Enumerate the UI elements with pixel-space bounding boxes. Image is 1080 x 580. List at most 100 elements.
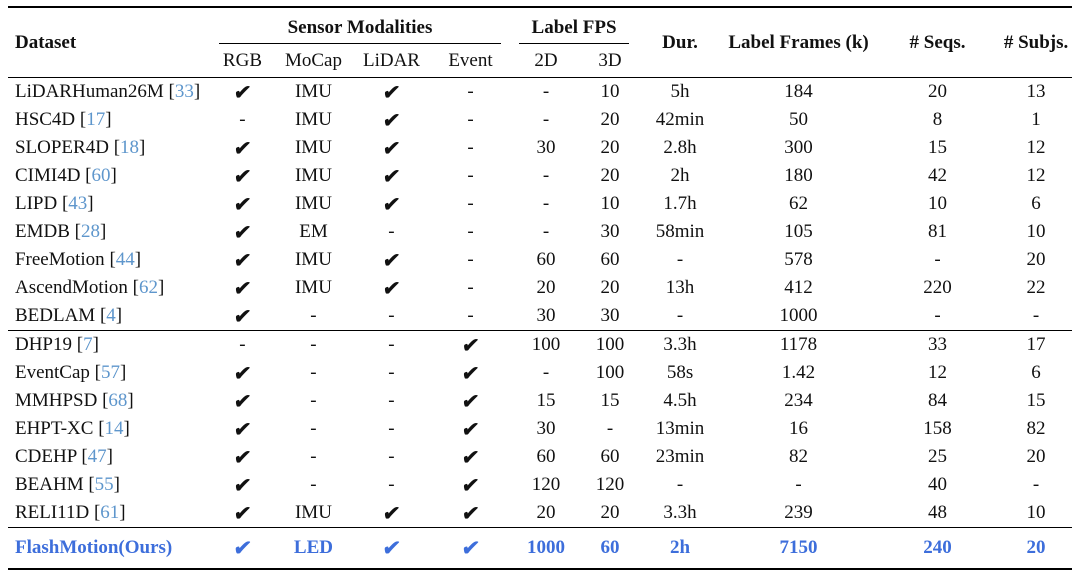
cell-rgb: ✔ <box>232 535 254 560</box>
cell-mocap: IMU <box>294 249 332 270</box>
citation-number[interactable]: 43 <box>68 193 88 214</box>
citation-link[interactable]: [4] <box>95 305 123 326</box>
citation-number[interactable]: 28 <box>80 221 100 242</box>
citation-link[interactable]: [43] <box>57 193 94 214</box>
citation-link[interactable]: [47] <box>76 446 113 467</box>
cell-dataset-name: CIMI4D [60] <box>8 162 210 190</box>
cell-rgb: ✔ <box>232 418 253 441</box>
cell-num-seqs: - <box>934 305 941 326</box>
cell-event: - <box>467 137 474 158</box>
cell-duration: 2h <box>670 165 690 186</box>
cell-lidar: - <box>388 305 395 326</box>
cell-mocap: EM <box>299 221 328 242</box>
cell-event: - <box>467 221 474 242</box>
cell-num-seqs: 40 <box>928 474 948 495</box>
citation-link[interactable]: [55] <box>83 474 120 495</box>
cell-lidar: - <box>388 221 395 242</box>
table-row: HSC4D [17] - IMU ✔ - - 20 42min 50 8 1 <box>8 106 1072 134</box>
cell-dataset-name: BEAHM [55] <box>8 471 210 499</box>
dataset-name: HSC4D <box>14 109 76 130</box>
citation-number[interactable]: 17 <box>86 109 106 130</box>
cell-lidar: ✔ <box>381 193 402 216</box>
citation-link[interactable]: [62] <box>127 277 165 298</box>
citation-link[interactable]: [28] <box>69 221 107 242</box>
citation-number[interactable]: 7 <box>83 334 93 355</box>
citation-number[interactable]: 57 <box>100 362 120 383</box>
cell-num-seqs: 8 <box>932 109 943 130</box>
cell-num-seqs: 33 <box>928 334 948 355</box>
cell-fps-3d: 60 <box>600 537 620 558</box>
cell-num-seqs: 10 <box>928 193 948 214</box>
dataset-name: CIMI4D <box>14 165 81 186</box>
cell-rgb: ✔ <box>232 502 253 525</box>
citation-link[interactable]: [68] <box>97 390 134 411</box>
cell-fps-2d: - <box>542 362 550 383</box>
cell-label-frames: 1178 <box>779 334 818 355</box>
dataset-name: FreeMotion <box>14 249 105 270</box>
cell-duration: 23min <box>655 446 705 467</box>
cell-fps-3d: 30 <box>600 221 620 242</box>
table-row: EHPT-XC [14] ✔ - - ✔ 30 - 13min 16 158 82 <box>8 415 1072 443</box>
cell-fps-3d: 20 <box>600 165 620 186</box>
cell-fps-3d: 60 <box>600 446 620 467</box>
table-row: AscendMotion [62] ✔ IMU ✔ - 20 20 13h 412 220 22 <box>8 274 1072 302</box>
table-row: FreeMotion [44] ✔ IMU ✔ - 60 60 - 578 - 20 <box>8 246 1072 274</box>
citation-link[interactable]: [61] <box>89 502 126 523</box>
cell-fps-2d: 20 <box>536 502 556 523</box>
table-row-ours: FlashMotion(Ours) ✔ LED ✔ ✔ 1000 60 2h 7150 240 20 <box>8 528 1072 570</box>
citation-number[interactable]: 61 <box>100 502 120 523</box>
cell-num-seqs: 158 <box>923 418 952 439</box>
table-group-ours: FlashMotion(Ours) ✔ LED ✔ ✔ 1000 60 2h 7150 240 20 <box>8 528 1072 570</box>
cell-num-subjs: 10 <box>1026 221 1046 242</box>
cell-lidar: ✔ <box>381 502 402 525</box>
cell-num-subjs: 17 <box>1026 334 1046 355</box>
cell-lidar: ✔ <box>381 165 402 188</box>
citation-link[interactable]: [18] <box>108 137 146 158</box>
cell-dataset-name: EHPT-XC [14] <box>8 415 210 443</box>
citation-number[interactable]: 47 <box>87 446 107 467</box>
citation-number[interactable]: 18 <box>120 137 140 158</box>
cell-mocap: IMU <box>294 81 332 102</box>
citation-link[interactable]: [33] <box>163 81 201 102</box>
cell-event: ✔ <box>460 390 481 413</box>
citation-link[interactable]: [60] <box>80 165 117 186</box>
citation-link[interactable]: [44] <box>104 249 142 270</box>
citation-number[interactable]: 55 <box>94 474 114 495</box>
cell-rgb: ✔ <box>232 221 253 244</box>
col-header-label-fps: Label FPS <box>510 7 638 44</box>
cell-dataset-name: MMHPSD [68] <box>8 387 210 415</box>
cell-mocap: LED <box>293 537 333 558</box>
citation-number[interactable]: 33 <box>174 81 194 102</box>
cell-num-seqs: 84 <box>928 390 948 411</box>
citation-link[interactable]: [17] <box>75 109 112 130</box>
cell-num-subjs: 20 <box>1026 446 1046 467</box>
citation-number[interactable]: 62 <box>138 277 158 298</box>
cell-num-seqs: 25 <box>928 446 948 467</box>
cell-num-seqs: 15 <box>928 137 948 158</box>
citation-number[interactable]: 4 <box>106 305 116 326</box>
cell-label-frames: 16 <box>789 418 809 439</box>
cell-duration: 4.5h <box>663 390 697 411</box>
citation-number[interactable]: 68 <box>108 390 128 411</box>
citation-link[interactable]: [7] <box>71 334 99 355</box>
cell-fps-2d: - <box>542 109 550 130</box>
cell-event: ✔ <box>460 474 481 497</box>
citation-link[interactable]: [57] <box>89 362 127 383</box>
dataset-name: BEDLAM <box>14 305 96 326</box>
cell-num-subjs: 13 <box>1026 81 1046 102</box>
citation-number[interactable]: 44 <box>115 249 135 270</box>
cell-dataset-name: AscendMotion [62] <box>8 274 210 302</box>
cell-dataset-name: RELI11D [61] <box>8 499 210 528</box>
cell-label-frames: 180 <box>784 165 813 186</box>
col-header-event: Event <box>448 49 493 71</box>
cell-duration: 1.7h <box>663 193 697 214</box>
cell-fps-2d: - <box>542 193 550 214</box>
cell-lidar: - <box>388 418 395 439</box>
citation-number[interactable]: 14 <box>104 418 124 439</box>
cell-mocap: IMU <box>294 502 332 523</box>
cell-num-subjs: - <box>1032 474 1040 495</box>
cell-duration: - <box>676 249 684 270</box>
citation-link[interactable]: [14] <box>93 418 130 439</box>
cell-dataset-name: HSC4D [17] <box>8 106 210 134</box>
citation-number[interactable]: 60 <box>91 165 111 186</box>
